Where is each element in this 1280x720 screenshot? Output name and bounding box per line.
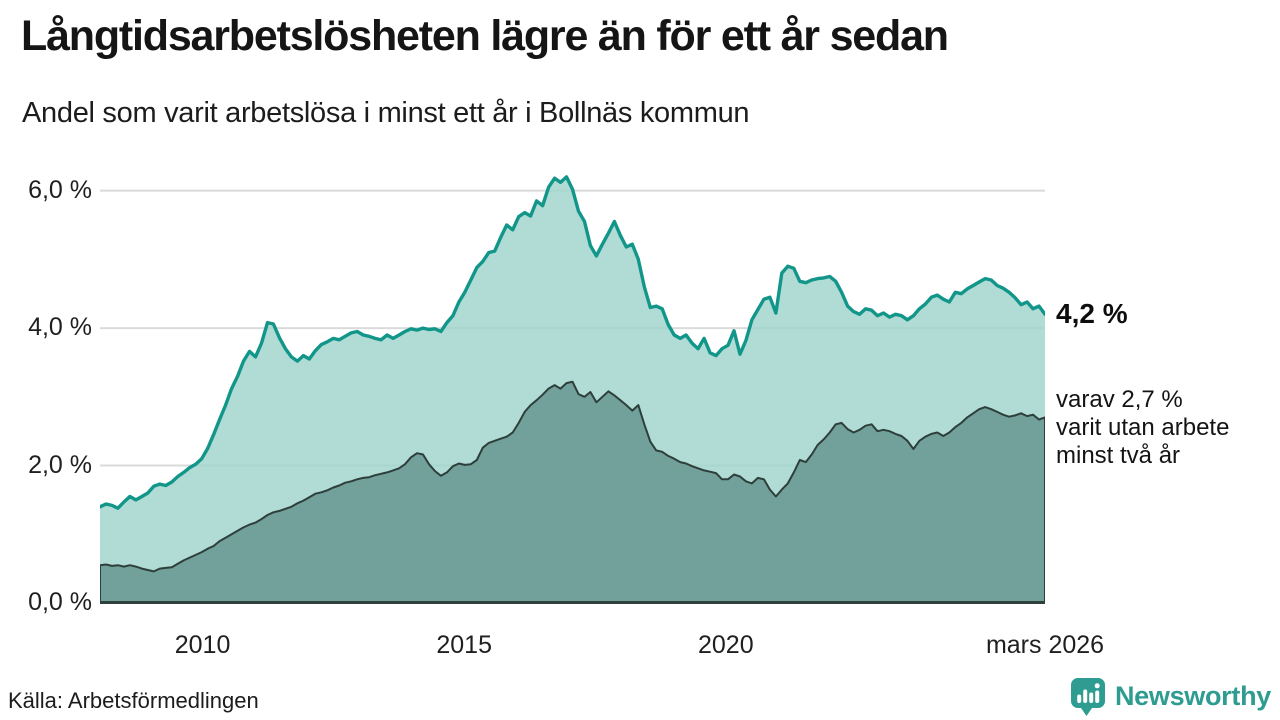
annotation-line: minst två år	[1056, 442, 1181, 470]
y-tick-label: 6,0 %	[28, 175, 92, 204]
y-tick-label: 4,0 %	[28, 313, 92, 342]
newsworthy-brand: Newsworthy	[1068, 676, 1271, 717]
source-note: Källa: Arbetsförmedlingen	[8, 688, 259, 713]
annotation-line: varit utan arbete	[1056, 414, 1230, 442]
chart-title: Långtidsarbetslösheten lägre än för ett …	[21, 12, 949, 60]
series-inner-annotation: varav 2,7 % varit utan arbete minst två år	[1056, 386, 1229, 470]
area-two-years	[100, 380, 1045, 603]
annotation-line: varav 2,7 %	[1056, 386, 1183, 414]
y-tick-label: 0,0 %	[28, 588, 92, 616]
newsworthy-wordmark: Newsworthy	[1114, 681, 1271, 711]
line-one-year	[100, 175, 1045, 510]
series-end-value-label: 4,2 %	[1056, 298, 1128, 330]
x-axis-line	[100, 601, 1045, 604]
x-tick-label: 2015	[436, 631, 492, 659]
chart-subtitle: Andel som varit arbetslösa i minst ett å…	[22, 97, 750, 129]
y-tick-label: 2,0 %	[28, 450, 92, 479]
area-chart	[100, 175, 1045, 603]
speech-bubble-shape	[1070, 678, 1105, 716]
newsworthy-logo-icon	[1070, 678, 1105, 716]
x-tick-label: mars 2026	[985, 631, 1105, 659]
x-tick-label: 2020	[698, 631, 754, 659]
x-tick-label: 2010	[174, 631, 231, 659]
